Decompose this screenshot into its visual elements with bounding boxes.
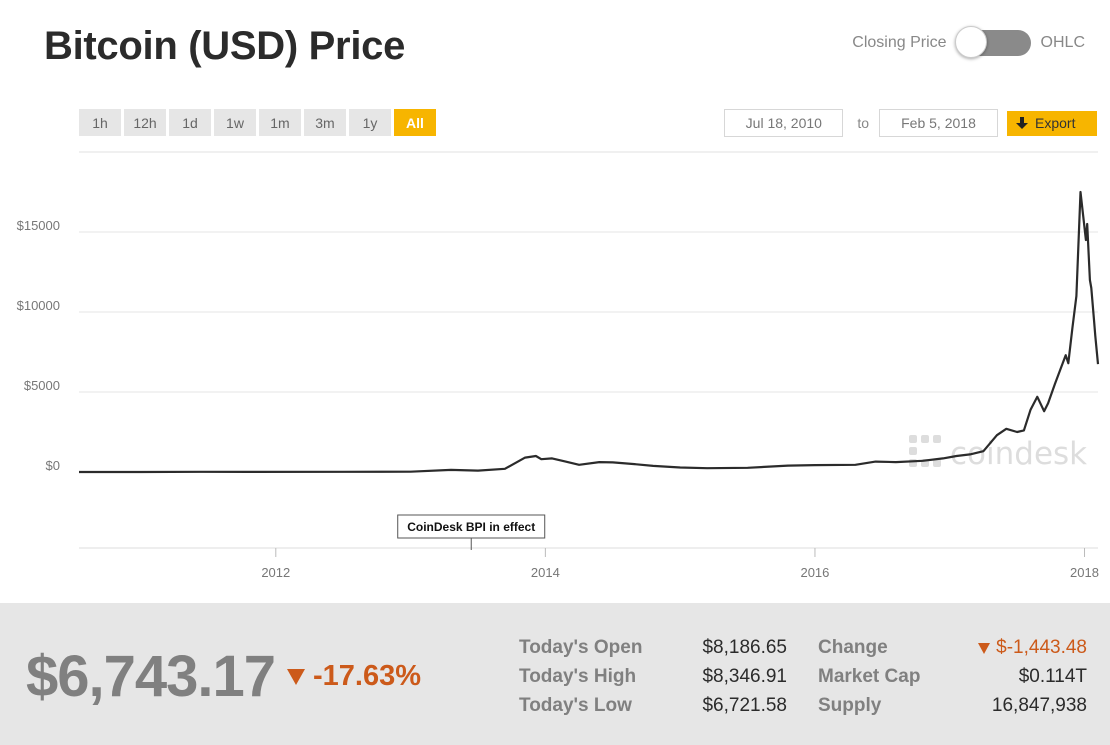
y-tick-label: $0 xyxy=(46,458,60,473)
range-all-button[interactable]: All xyxy=(394,109,436,136)
date-range: to Export xyxy=(724,109,1097,137)
price-mode-switch[interactable] xyxy=(954,26,1031,58)
range-1m-button[interactable]: 1m xyxy=(259,109,301,136)
change-value-group: $-1,443.48 xyxy=(940,637,1087,659)
export-button[interactable]: Export xyxy=(1007,110,1097,136)
current-price: $6,743.17 xyxy=(26,644,276,709)
x-tick-label: 2012 xyxy=(261,565,290,580)
change-value: $-1,443.48 xyxy=(996,637,1087,658)
range-1d-button[interactable]: 1d xyxy=(169,109,211,136)
y-tick-label: $10000 xyxy=(17,298,60,313)
x-tick-label: 2016 xyxy=(800,565,829,580)
to-label: to xyxy=(857,115,869,131)
change-down-triangle-icon xyxy=(978,642,991,654)
range-3m-button[interactable]: 3m xyxy=(304,109,346,136)
coindesk-watermark: coindesk xyxy=(909,435,1087,472)
today-high-value: $8,346.91 xyxy=(702,666,787,687)
switch-knob xyxy=(954,26,987,58)
market-cap-label: Market Cap xyxy=(818,666,921,687)
today-low-value: $6,721.58 xyxy=(702,695,787,716)
export-label: Export xyxy=(1035,115,1076,131)
bpi-annotation: CoinDesk BPI in effect xyxy=(397,514,546,550)
supply-value: 16,847,938 xyxy=(991,695,1087,716)
today-open-value: $8,186.65 xyxy=(702,637,787,658)
supply-label: Supply xyxy=(818,695,882,716)
page-title: Bitcoin (USD) Price xyxy=(44,24,406,68)
range-selector: 1h 12h 1d 1w 1m 3m 1y All xyxy=(79,109,436,136)
market-cap-value: $0.114T xyxy=(1018,666,1087,687)
change-label: Change xyxy=(818,637,888,658)
y-axis: $0 $5000 $10000 $15000 xyxy=(17,218,60,473)
range-12h-button[interactable]: 12h xyxy=(124,109,166,136)
download-arrow-icon xyxy=(1016,117,1028,129)
range-1h-button[interactable]: 1h xyxy=(79,109,121,136)
grid xyxy=(79,151,1098,393)
today-high-label: Today's High xyxy=(519,666,637,687)
closing-price-label: Closing Price xyxy=(852,34,947,51)
today-low-label: Today's Low xyxy=(519,695,632,716)
price-summary-panel: $6,743.17 -17.63% Today's Open $8,186.65… xyxy=(0,603,1110,745)
price-chart[interactable]: $0 $5000 $10000 $15000 2012 2014 2016 2018 coi… xyxy=(0,150,1110,590)
x-tick-label: 2014 xyxy=(531,565,560,580)
bpi-annotation-label: CoinDesk BPI in effect xyxy=(407,520,535,534)
range-1w-button[interactable]: 1w xyxy=(214,109,256,136)
start-date-input[interactable] xyxy=(724,109,844,137)
x-axis: 2012 2014 2016 2018 xyxy=(79,547,1099,580)
end-date-input[interactable] xyxy=(879,109,998,137)
percent-change: -17.63% xyxy=(287,660,421,693)
x-tick-label: 2018 xyxy=(1070,565,1099,580)
range-1y-button[interactable]: 1y xyxy=(349,109,391,136)
price-mode-toggle-group: Closing Price OHLC xyxy=(852,26,1085,58)
y-tick-label: $5000 xyxy=(24,378,60,393)
ohlc-label: OHLC xyxy=(1040,34,1085,51)
price-series-line xyxy=(79,190,1100,474)
y-tick-label: $15000 xyxy=(17,218,60,233)
percent-change-value: -17.63% xyxy=(313,660,422,692)
down-triangle-icon xyxy=(287,668,305,685)
today-open-label: Today's Open xyxy=(519,637,643,658)
